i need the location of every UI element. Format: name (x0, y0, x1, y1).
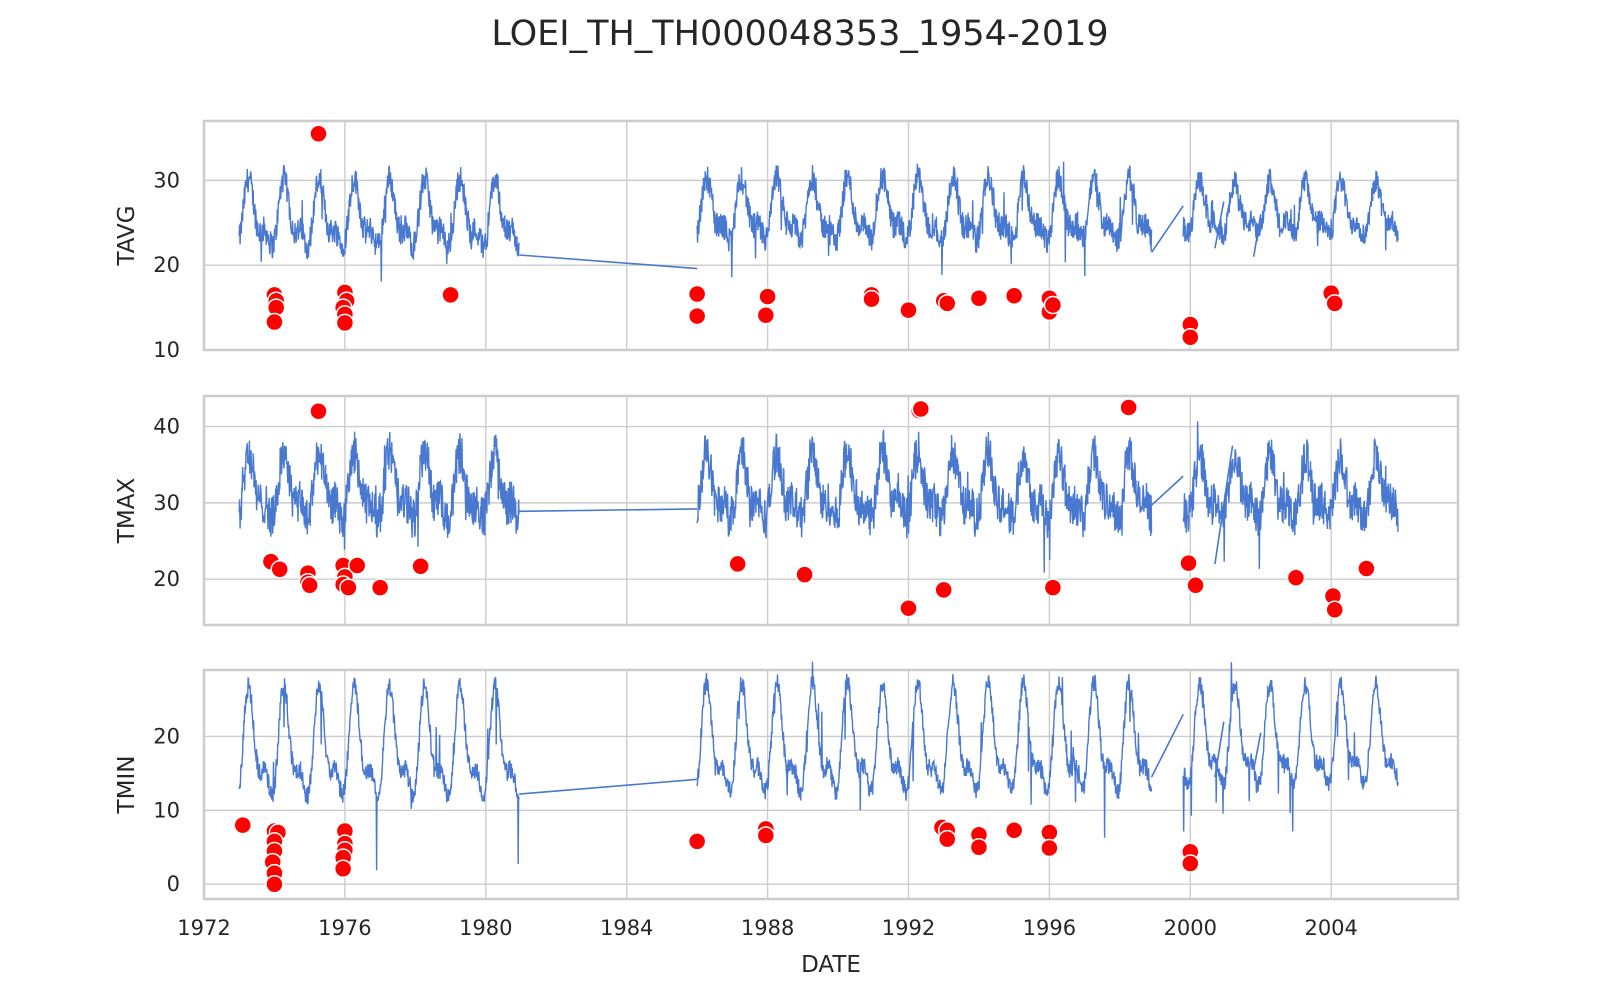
x-tick-label: 1984 (600, 916, 653, 940)
series-gap-connector (1252, 732, 1262, 770)
outlier-point (687, 306, 707, 326)
x-axis-label: DATE (801, 952, 861, 978)
outlier-point (300, 576, 319, 595)
series-line (1182, 168, 1399, 251)
outlier-point (411, 556, 430, 576)
y-tick-label: 30 (153, 168, 180, 192)
series-gap-connector (519, 778, 698, 795)
series-gap-connector (1151, 475, 1184, 506)
outlier-point (1179, 553, 1198, 573)
outlier-point (937, 829, 957, 849)
x-tick-label: 1988 (741, 916, 794, 940)
x-tick-label: 2000 (1164, 916, 1217, 940)
series-gap-connector (519, 508, 698, 513)
series-line (1182, 662, 1399, 832)
series-line (238, 676, 520, 871)
outlier-point (969, 289, 989, 308)
series-gap-connector (1150, 713, 1184, 778)
outlier-point (899, 598, 918, 618)
series-gap-connector (1214, 445, 1234, 565)
outlier-point (795, 565, 814, 584)
outlier-point (1040, 823, 1059, 842)
y-tick-label: 40 (153, 415, 180, 439)
outlier-point (687, 284, 707, 304)
outlier-point (728, 554, 747, 574)
x-tick-label: 1972 (177, 916, 230, 940)
series-line (696, 429, 1153, 573)
outlier-point (1325, 294, 1344, 313)
outlier-point (309, 124, 328, 143)
outlier-point (309, 402, 328, 421)
y-axis-label: TMIN (114, 756, 140, 815)
y-tick-label: 10 (153, 338, 180, 362)
outlier-point (347, 556, 367, 575)
outlier-point (1004, 821, 1024, 840)
outlier-point (233, 815, 252, 835)
x-tick-label: 1980 (459, 916, 512, 940)
panel-tmax: 20 30 40 TMAX (114, 394, 1460, 627)
outlier-point (339, 578, 358, 597)
series-line (696, 661, 1153, 838)
chart-title: LOEI_TH_TH000048353_1954-2019 (491, 14, 1109, 54)
outlier-point (1357, 559, 1376, 578)
panel-tavg: 10 20 30 TAVG (114, 119, 1460, 362)
outlier-point (756, 826, 776, 845)
series-gap-connector (1252, 214, 1262, 257)
outlier-point (1004, 286, 1024, 305)
series-gap-connector (1150, 205, 1184, 253)
x-tick-label: 1992 (882, 916, 935, 940)
outlier-point (687, 832, 707, 851)
outlier-point (1040, 838, 1059, 858)
y-tick-label: 30 (153, 491, 180, 515)
outlier-point (862, 289, 881, 309)
x-tick-label: 2004 (1304, 916, 1357, 940)
outlier-point (1325, 600, 1344, 619)
series-gap-connector (519, 254, 698, 270)
series-gap-connector (1214, 721, 1225, 778)
y-tick-label: 0 (167, 872, 180, 896)
series-line (696, 161, 1153, 278)
outlier-point (937, 294, 957, 313)
panel-tmin: 0 10 20 TMIN 1972 1976 1980 1984 1988 1992 1996 200… (114, 661, 1460, 978)
outlier-point (270, 560, 289, 579)
outlier-point (756, 305, 776, 325)
outlier-point (265, 312, 284, 332)
outlier-point (911, 399, 931, 419)
y-tick-label: 20 (153, 724, 180, 748)
series-line (238, 431, 520, 550)
y-axis-label: TMAX (114, 478, 140, 545)
outlier-point (1181, 328, 1200, 347)
x-tick-label: 1996 (1023, 916, 1076, 940)
panel-frame (202, 119, 1460, 352)
outlier-point (969, 838, 989, 857)
y-axis-label: TAVG (114, 205, 140, 266)
x-tick-label: 1976 (318, 916, 371, 940)
outlier-point (1043, 295, 1063, 315)
outlier-point (899, 300, 918, 320)
outlier-point (335, 313, 355, 333)
y-tick-label: 10 (153, 798, 180, 822)
panel-frame (202, 394, 1460, 627)
y-tick-label: 20 (153, 253, 180, 277)
outlier-point (370, 578, 390, 597)
series-line (1182, 421, 1399, 569)
series-gap-connector (1214, 201, 1225, 249)
outlier-point (441, 285, 460, 305)
outlier-point (758, 287, 777, 306)
outlier-point (333, 859, 353, 878)
outlier-point (934, 580, 953, 600)
panel-frame (202, 668, 1460, 901)
y-tick-label: 20 (153, 567, 180, 591)
series-line (238, 164, 520, 282)
outlier-point (1043, 578, 1063, 597)
outlier-point (1186, 576, 1205, 595)
outlier-point (1286, 568, 1306, 587)
outlier-point (1181, 854, 1200, 873)
outlier-point (265, 874, 284, 894)
outlier-point (1119, 398, 1138, 417)
